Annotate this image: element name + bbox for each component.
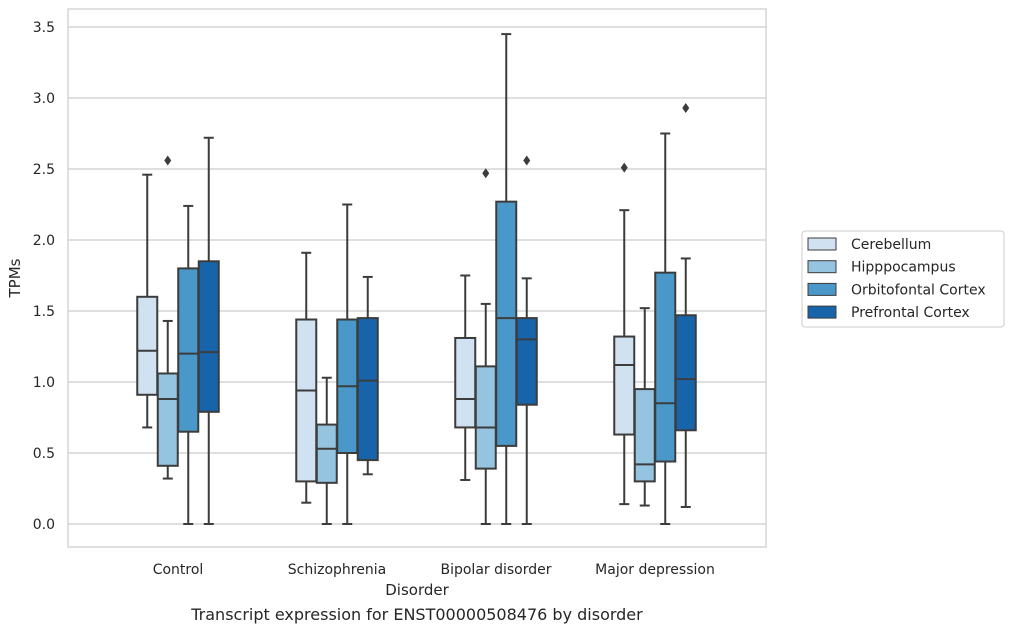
legend-swatch (807, 237, 837, 251)
box-1-0 (295, 251, 318, 504)
box-iqr (633, 388, 656, 483)
x-tick-label: Bipolar disorder (440, 562, 551, 578)
box-iqr (295, 318, 318, 483)
box-2-1 (474, 168, 497, 525)
x-axis-ticks: Control Schizophrenia Bipolar disorder Majo… (153, 562, 715, 578)
box-iqr (356, 317, 379, 462)
box-iqr (156, 372, 179, 467)
outlier-point (682, 102, 690, 113)
outlier-point (482, 168, 490, 179)
box-iqr (197, 260, 220, 413)
box-3-0 (613, 162, 636, 506)
legend-item: Hipppocampus (807, 260, 956, 276)
box-2-3 (515, 155, 538, 525)
box-iqr (315, 423, 338, 484)
legend-label: Prefrontal Cortex (851, 305, 970, 321)
legend-swatch (807, 282, 837, 296)
box-iqr (136, 295, 159, 396)
y-tick-label: 3.5 (33, 20, 55, 36)
legend-item: Prefrontal Cortex (807, 305, 970, 321)
box-series (136, 33, 697, 525)
box-1-3 (356, 275, 379, 476)
y-tick-label: 3.0 (33, 91, 55, 107)
box-iqr (613, 335, 636, 436)
legend-item: Cerebellum (807, 237, 931, 253)
y-tick-label: 1.0 (33, 375, 55, 391)
legend: Cerebellum Hipppocampus Orbitofontal Corte… (801, 230, 1005, 328)
legend-label: Orbitofontal Cortex (851, 282, 986, 298)
legend-label: Hipppocampus (851, 260, 956, 276)
figure-caption: Transcript expression for ENST0000050847… (191, 605, 643, 624)
x-tick-label: Schizophrenia (288, 562, 386, 578)
legend-label: Cerebellum (851, 237, 931, 253)
box-iqr (674, 314, 697, 432)
box-2-2 (495, 33, 518, 525)
outlier-point (523, 155, 531, 166)
y-axis-label: TPMs (6, 258, 24, 298)
box-iqr (495, 200, 518, 447)
x-axis-label: Disorder (385, 581, 449, 599)
legend-frame (801, 230, 1005, 328)
legend-swatch (807, 305, 837, 319)
box-iqr (454, 336, 477, 429)
box-3-3 (674, 102, 697, 508)
box-3-1 (633, 307, 656, 507)
y-tick-label: 0.0 (33, 517, 55, 533)
box-iqr (474, 365, 497, 470)
box-iqr (515, 317, 538, 406)
y-axis-ticks: 0.0 0.5 1.0 1.5 2.0 2.5 3.0 3.5 (33, 20, 55, 533)
box-3-2 (654, 132, 677, 525)
box-0-0 (136, 173, 159, 429)
y-tick-label: 1.5 (33, 304, 55, 320)
y-tick-label: 2.0 (33, 233, 55, 249)
outlier-point (620, 162, 628, 173)
x-tick-label: Control (153, 562, 204, 578)
box-iqr (654, 271, 677, 463)
box-2-0 (454, 274, 477, 481)
legend-item: Orbitofontal Cortex (807, 282, 986, 298)
legend-swatch (807, 260, 837, 274)
box-iqr (177, 267, 200, 433)
outlier-point (164, 155, 172, 166)
y-tick-label: 2.5 (33, 162, 55, 178)
y-tick-label: 0.5 (33, 446, 55, 462)
x-tick-label: Major depression (595, 562, 715, 578)
box-0-3 (197, 136, 220, 525)
